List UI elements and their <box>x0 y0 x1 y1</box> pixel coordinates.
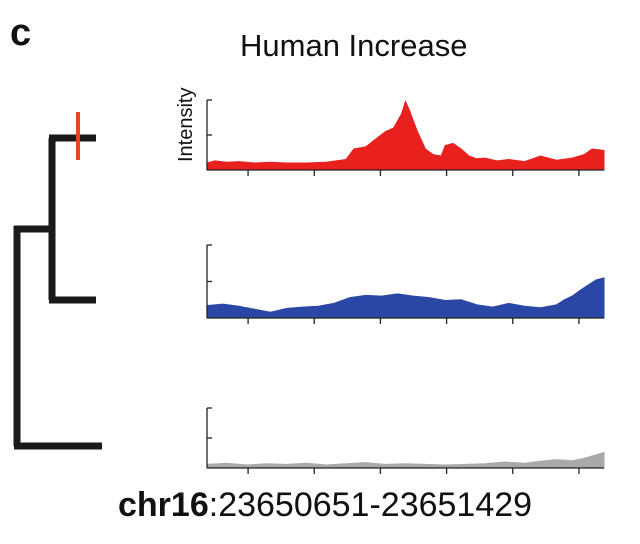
phylogenetic-tree <box>13 112 102 450</box>
signal-tracks <box>206 99 605 474</box>
region-chromosome: chr16 <box>118 486 209 524</box>
track-1-area <box>206 99 605 171</box>
chart-title: Human Increase <box>240 28 468 63</box>
panel-label: c <box>10 12 32 54</box>
track-2-area <box>206 277 605 319</box>
region-range: 23650651-23651429 <box>218 486 533 524</box>
y-axis-label: Intensity <box>175 88 197 162</box>
genomic-region: chr16:23650651-23651429 <box>118 488 532 522</box>
track-3-area <box>206 451 605 469</box>
region-separator: : <box>208 486 219 524</box>
